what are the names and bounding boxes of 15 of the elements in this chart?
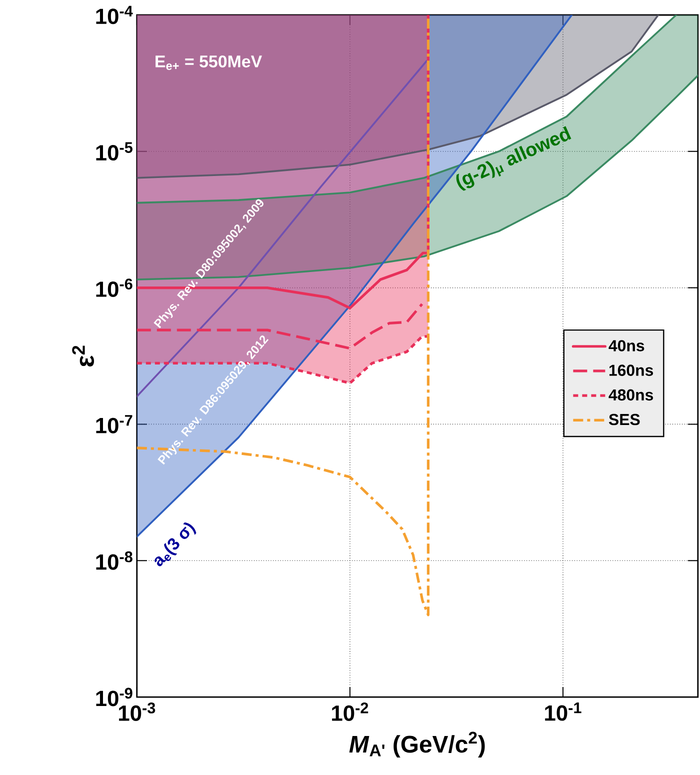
legend-label: 40ns — [608, 340, 644, 352]
y-tick-label: 10$^{-6}$ — [96, 278, 132, 298]
x-tick-label: 10$^{-2}$ — [332, 702, 368, 721]
y-tick-label: 10$^{-5}$ — [96, 142, 133, 161]
x-tick-label: 10$^{-1}$ — [545, 702, 582, 721]
annotation: E$_{e+}$ = 550MeV — [156, 55, 262, 70]
y-tick-label: 10$^{-7}$ — [96, 415, 132, 434]
annotation: a$_{e}$(3 σ) — [154, 522, 196, 566]
x-axis-title: M$_{A'}$ (GeV/c$^{2}$) — [349, 732, 485, 758]
legend-label: 480ns — [608, 389, 654, 401]
y-tick-label: 10$^{-4}$ — [96, 6, 133, 24]
legend-label: 160ns — [610, 364, 654, 376]
y-tick-label: 10$^{-8}$ — [96, 551, 132, 570]
y-axis-title: ε$^{2}$ — [72, 346, 94, 366]
legend-label: SES — [608, 414, 640, 426]
